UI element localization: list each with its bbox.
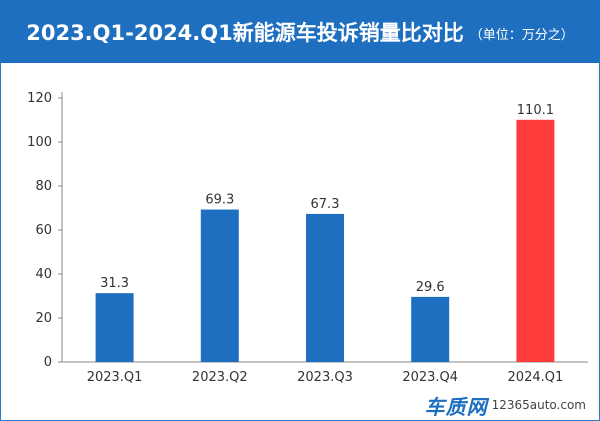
bar-value-label: 110.1	[517, 103, 554, 118]
x-tick-label: 2023.Q4	[402, 370, 458, 383]
x-tick-label: 2023.Q2	[192, 370, 248, 383]
bar	[411, 296, 450, 362]
bar	[95, 293, 134, 362]
y-tick-label: 40	[35, 267, 52, 282]
bar	[200, 209, 239, 362]
x-tick-label: 2024.Q1	[508, 370, 564, 383]
bar-value-label: 67.3	[311, 197, 340, 212]
watermark: 车质网 12365auto.com	[425, 394, 586, 419]
x-tick-label: 2023.Q3	[297, 370, 353, 383]
y-tick-label: 80	[35, 179, 52, 194]
y-tick-label: 20	[35, 311, 52, 326]
bar-value-label: 69.3	[205, 193, 234, 208]
y-tick-label: 100	[27, 135, 52, 150]
bar-chart: 0 20 40 60 80 100 120 31.3 2023.Q1 69.3 2023.Q2 67.…	[27, 91, 588, 383]
chart-title: 2023.Q1-2024.Q1新能源车投诉销量比对比	[26, 20, 464, 45]
watermark-url: 12365auto.com	[491, 398, 586, 412]
x-tick-label: 2023.Q1	[87, 370, 143, 383]
watermark-logo: 车质网	[424, 394, 488, 419]
y-tick-label: 120	[27, 91, 52, 106]
bar-value-label: 31.3	[100, 276, 129, 291]
y-tick-label: 0	[44, 355, 52, 370]
title-bar: 2023.Q1-2024.Q1新能源车投诉销量比对比 （单位：万分之）	[0, 0, 600, 63]
bar	[306, 213, 344, 362]
y-tick-label: 60	[35, 223, 52, 238]
bar	[516, 119, 555, 362]
chart-unit: （单位：万分之）	[469, 28, 574, 43]
bar-value-label: 29.6	[416, 280, 445, 295]
